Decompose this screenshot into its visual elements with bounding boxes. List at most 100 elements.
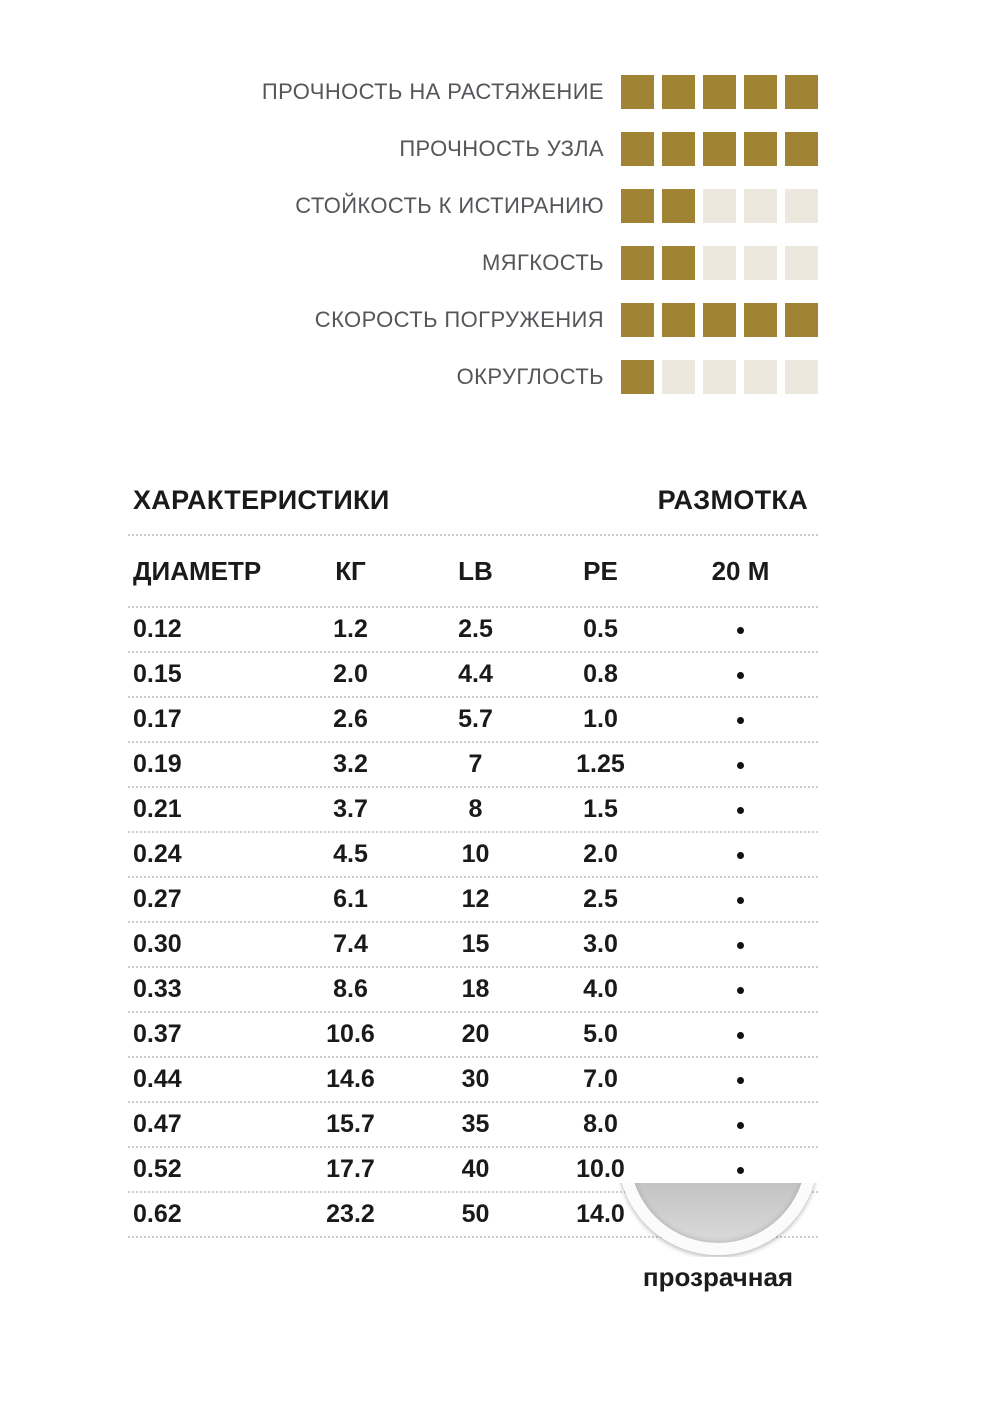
- cell-spool-20m: [663, 795, 818, 824]
- cell-kg: 10.6: [326, 1020, 375, 1048]
- rating-square-empty: [662, 360, 695, 394]
- rating-label: ОКРУГЛОСТЬ: [456, 364, 604, 389]
- cell-diameter: 0.27: [133, 885, 182, 913]
- cell-diameter: 0.52: [133, 1155, 182, 1183]
- availability-dot: [737, 851, 744, 859]
- cell-diameter: 0.17: [133, 705, 182, 733]
- rating-label: МЯГКОСТЬ: [481, 250, 604, 275]
- rating-squares: [621, 132, 818, 166]
- cell-spool-20m: [663, 885, 818, 914]
- rating-square-empty: [744, 360, 777, 394]
- table-row: 0.17 2.6 5.7 1.0: [128, 698, 818, 743]
- cell-lb: 7: [468, 750, 483, 778]
- cell-pe: 4.0: [583, 975, 618, 1003]
- availability-dot: [737, 716, 744, 724]
- table-row: 0.24 4.5 10 2.0: [128, 833, 818, 878]
- cell-kg: 2.0: [333, 660, 368, 688]
- cell-spool-20m: [663, 705, 818, 734]
- cell-lb: 10: [461, 840, 490, 868]
- rating-row: ОКРУГЛОСТЬ: [100, 360, 818, 394]
- rating-square-filled: [621, 132, 654, 166]
- cell-pe: 2.0: [583, 840, 618, 868]
- rating-row: СКОРОСТЬ ПОГРУЖЕНИЯ: [100, 303, 818, 337]
- spool-disc: [618, 1183, 818, 1255]
- rating-square-empty: [703, 246, 736, 280]
- rating-squares: [621, 303, 818, 337]
- rating-square-filled: [703, 132, 736, 166]
- cell-lb: 40: [461, 1155, 490, 1183]
- rating-square-filled: [785, 132, 818, 166]
- cell-pe: 1.0: [583, 705, 618, 733]
- rating-square-filled: [662, 75, 695, 109]
- rating-squares: [621, 246, 818, 280]
- cell-spool-20m: [663, 1110, 818, 1139]
- cell-lb: 50: [461, 1200, 490, 1228]
- cell-kg: 3.7: [333, 795, 368, 823]
- cell-pe: 3.0: [583, 930, 618, 958]
- cell-lb: 5.7: [458, 705, 493, 733]
- cell-kg: 8.6: [333, 975, 368, 1003]
- table-row: 0.27 6.1 12 2.5: [128, 878, 818, 923]
- spec-table-section: ХАРАКТЕРИСТИКИ РАЗМОТКА ДИАМЕТР КГ LB PE…: [128, 455, 818, 1238]
- cell-diameter: 0.30: [133, 930, 182, 958]
- rating-square-filled: [744, 303, 777, 337]
- cell-diameter: 0.19: [133, 750, 182, 778]
- table-row: 0.19 3.2 7 1.25: [128, 743, 818, 788]
- cell-lb: 30: [461, 1065, 490, 1093]
- rating-square-filled: [621, 360, 654, 394]
- cell-kg: 3.2: [333, 750, 368, 778]
- rating-square-empty: [785, 189, 818, 223]
- rating-square-empty: [785, 360, 818, 394]
- cell-pe: 5.0: [583, 1020, 618, 1048]
- availability-dot: [737, 671, 744, 679]
- table-column-header-row: ДИАМЕТР КГ LB PE 20 М: [128, 536, 818, 608]
- availability-dot: [737, 626, 744, 634]
- cell-lb: 35: [461, 1110, 490, 1138]
- rating-row: ПРОЧНОСТЬ УЗЛА: [100, 132, 818, 166]
- rating-square-filled: [744, 75, 777, 109]
- cell-spool-20m: [663, 660, 818, 689]
- cell-kg: 23.2: [326, 1200, 375, 1228]
- cell-diameter: 0.37: [133, 1020, 182, 1048]
- rating-square-filled: [785, 75, 818, 109]
- rating-square-filled: [785, 303, 818, 337]
- column-header-lb: LB: [458, 555, 493, 586]
- availability-dot: [737, 1166, 744, 1174]
- availability-dot: [737, 896, 744, 904]
- rating-square-empty: [744, 246, 777, 280]
- cell-diameter: 0.15: [133, 660, 182, 688]
- cell-spool-20m: [663, 1020, 818, 1049]
- cell-diameter: 0.21: [133, 795, 182, 823]
- table-row: 0.52 17.7 40 10.0: [128, 1148, 818, 1193]
- rating-square-filled: [662, 132, 695, 166]
- table-row: 0.37 10.6 20 5.0: [128, 1013, 818, 1058]
- cell-lb: 12: [461, 885, 490, 913]
- cell-lb: 2.5: [458, 615, 493, 643]
- cell-pe: 10.0: [576, 1155, 625, 1183]
- rating-square-empty: [703, 360, 736, 394]
- color-swatch-image: [618, 1183, 818, 1257]
- column-header-kg: КГ: [335, 555, 366, 586]
- cell-lb: 4.4: [458, 660, 493, 688]
- cell-pe: 7.0: [583, 1065, 618, 1093]
- rating-square-filled: [703, 75, 736, 109]
- cell-lb: 15: [461, 930, 490, 958]
- availability-dot: [737, 941, 744, 949]
- section-title-spooling: РАЗМОТКА: [657, 485, 808, 515]
- cell-diameter: 0.24: [133, 840, 182, 868]
- availability-dot: [737, 1121, 744, 1129]
- cell-spool-20m: [663, 1065, 818, 1094]
- cell-kg: 6.1: [333, 885, 368, 913]
- cell-diameter: 0.44: [133, 1065, 182, 1093]
- table-row: 0.30 7.4 15 3.0: [128, 923, 818, 968]
- table-row: 0.12 1.2 2.5 0.5: [128, 608, 818, 653]
- cell-lb: 8: [468, 795, 483, 823]
- table-row: 0.62 23.2 50 14.0: [128, 1193, 818, 1238]
- table-row: 0.44 14.6 30 7.0: [128, 1058, 818, 1103]
- rating-square-filled: [621, 189, 654, 223]
- rating-square-filled: [621, 75, 654, 109]
- cell-kg: 17.7: [326, 1155, 375, 1183]
- rating-squares: [621, 189, 818, 223]
- rating-row: СТОЙКОСТЬ К ИСТИРАНИЮ: [100, 189, 818, 223]
